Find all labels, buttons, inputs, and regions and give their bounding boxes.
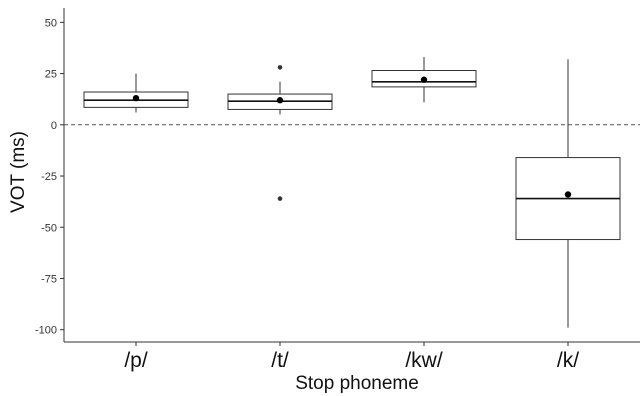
outlier-point: [277, 65, 283, 70]
box-3: [371, 57, 477, 103]
mean-point: [276, 97, 284, 104]
mean-point: [564, 191, 572, 198]
x-tick-label: /p/: [124, 349, 148, 372]
x-tick-label: /k/: [557, 349, 579, 372]
y-tick-label: 50: [45, 17, 57, 29]
y-tick-label: -25: [41, 171, 57, 183]
x-tick-label: /kw/: [405, 349, 443, 372]
box-2: [227, 65, 333, 201]
y-tick-label: -75: [41, 273, 57, 285]
x-axis-title: Stop phoneme: [295, 373, 419, 394]
y-tick-label: 25: [45, 69, 57, 81]
x-tick-label: /t/: [271, 349, 289, 372]
mean-point: [420, 76, 428, 83]
y-tick-label: 0: [51, 120, 57, 132]
outlier-point: [277, 196, 283, 201]
y-axis-title: VOT (ms): [8, 131, 29, 213]
y-tick-label: -50: [41, 222, 57, 234]
box-1: [83, 73, 189, 113]
y-tick-label: -100: [35, 325, 57, 337]
mean-point: [132, 94, 140, 102]
box-4: [515, 59, 621, 328]
plot-area: 50 25 0 -25 -50 -75 -100/p/ /t/ /kw/ /k/: [35, 8, 640, 372]
